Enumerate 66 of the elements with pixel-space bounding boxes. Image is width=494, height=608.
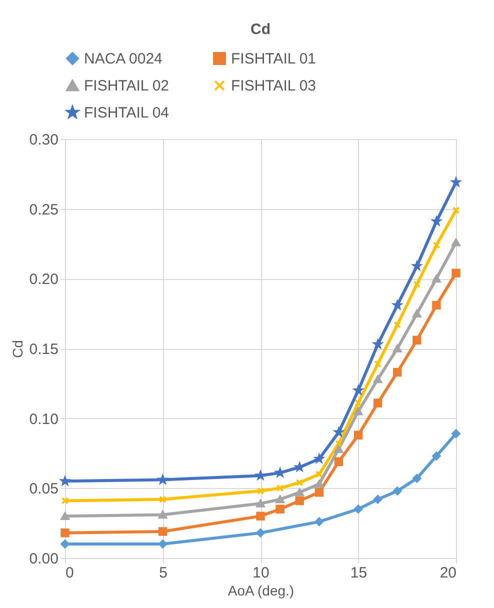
point [412,474,422,483]
y-tick-label: 0.20 [29,271,58,288]
y-tick-label: 0.00 [29,550,58,568]
point [315,470,323,478]
point [392,344,402,352]
legend-label: FISHTAIL 02 [84,78,170,94]
y-axis-title: Cd [9,340,26,358]
x-tick-label: 20 [440,564,456,582]
point [412,310,422,318]
x-tick-label: 5 [159,564,168,582]
point [432,274,441,283]
point [354,399,362,407]
point [354,504,363,514]
point [432,300,441,310]
x-tick-label: 15 [350,564,368,582]
point [60,512,70,520]
y-tick-label: 0.05 [29,480,58,498]
point [394,321,402,328]
legend-label: FISHTAIL 04 [84,104,170,122]
point [314,480,324,488]
point [354,430,363,440]
point [413,280,421,288]
point [60,540,70,548]
point [256,500,265,508]
point [276,504,284,514]
legend-label: FISHTAIL 01 [231,50,316,68]
x-tick-label: 10 [252,564,270,582]
point [373,494,382,504]
point [60,528,70,538]
x-axis-title: AoA (deg.) [228,582,294,598]
point [432,452,441,460]
point [452,429,460,438]
legend-label: FISHTAIL 03 [231,78,316,94]
y-tick-label: 0.30 [29,132,58,148]
point [452,238,460,246]
point [159,496,166,504]
point [295,488,304,496]
point [314,517,324,526]
point [432,241,440,249]
point [256,528,265,538]
legend-label: NACA 0024 [84,50,162,68]
point [374,360,382,368]
point [392,486,402,496]
x-tick-label: 0 [66,564,74,582]
point [392,368,402,377]
y-tick-label: 0.10 [29,410,58,428]
point [314,488,324,497]
y-tick-label: 0.15 [29,341,58,358]
point [373,375,382,384]
point [256,487,264,495]
point [412,336,422,344]
point [296,478,304,486]
point [256,512,265,520]
y-tick-label: 0.25 [29,201,58,218]
point [452,268,460,278]
point [158,527,168,536]
point [334,457,344,466]
point [335,440,342,448]
point [373,398,382,408]
point [276,495,284,504]
point [334,445,344,453]
point [158,510,168,519]
point [276,484,284,492]
point [295,496,304,506]
point [354,407,363,416]
chart-title: Cd [250,21,270,38]
